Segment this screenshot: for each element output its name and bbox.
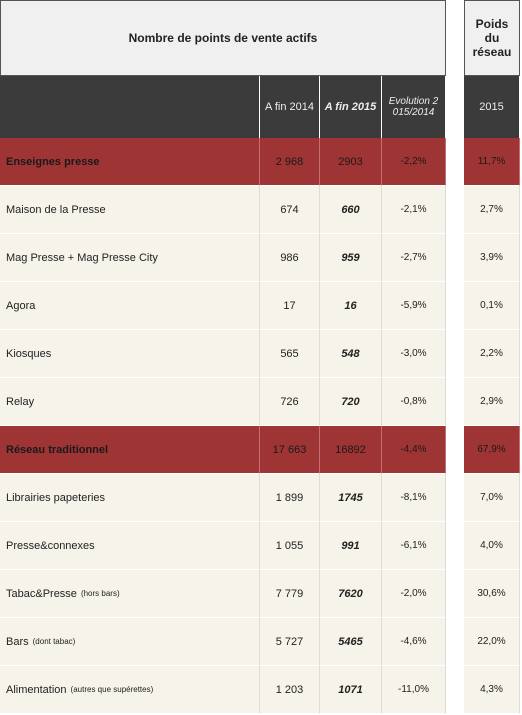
table-cell: -2,7% [382, 234, 446, 282]
row-label: Maison de la Presse [0, 186, 260, 234]
table-title: Nombre de points de vente actifs [0, 0, 446, 76]
table-cell: 17 663 [260, 426, 320, 474]
table-cell: 959 [320, 234, 382, 282]
table-cell: 674 [260, 186, 320, 234]
table-cell: -5,9% [382, 282, 446, 330]
row-label-text: Librairies papeteries [6, 491, 106, 504]
row-label: Bars (dont tabac) [0, 618, 260, 666]
row-label-text: Mag Presse + Mag Presse City [6, 251, 158, 264]
table-cell: 7,0% [464, 474, 520, 522]
table-cell: -8,1% [382, 474, 446, 522]
table-cell: -4,4% [382, 426, 446, 474]
header-band [0, 76, 260, 138]
row-label: Mag Presse + Mag Presse City [0, 234, 260, 282]
table-cell: 548 [320, 330, 382, 378]
row-label-text: Tabac&Presse [6, 587, 77, 600]
table-cell: 5465 [320, 618, 382, 666]
table-cell: 1 899 [260, 474, 320, 522]
table-cell: 5 727 [260, 618, 320, 666]
row-label-text: Agora [6, 299, 36, 312]
table-cell: 16892 [320, 426, 382, 474]
table-cell: -11,0% [382, 666, 446, 714]
column-header: A fin 2015 [320, 76, 382, 138]
table-cell: 17 [260, 282, 320, 330]
row-label: Réseau traditionnel [0, 426, 260, 474]
table-cell: 986 [260, 234, 320, 282]
row-label: Librairies papeteries [0, 474, 260, 522]
table-cell: -6,1% [382, 522, 446, 570]
row-label-text: Alimentation [6, 683, 67, 696]
table-cell: 1 203 [260, 666, 320, 714]
row-note: (hors bars) [80, 589, 120, 598]
weight-title: Poids du réseau [464, 0, 520, 76]
table-cell: 4,3% [464, 666, 520, 714]
row-note: (dont tabac) [32, 637, 76, 646]
table-cell: 2,2% [464, 330, 520, 378]
row-note: (autres que supérettes) [70, 685, 154, 694]
row-label: Presse&connexes [0, 522, 260, 570]
column-header: Evolution 2015/2014 [382, 76, 446, 138]
row-label: Kiosques [0, 330, 260, 378]
table-cell: 726 [260, 378, 320, 426]
row-label-text: Bars [6, 635, 29, 648]
table-cell: 2903 [320, 138, 382, 186]
table-cell: 7 779 [260, 570, 320, 618]
table-cell: 4,0% [464, 522, 520, 570]
row-label-text: Kiosques [6, 347, 52, 360]
row-label-text: Relay [6, 395, 35, 408]
table-cell: 30,6% [464, 570, 520, 618]
table-cell: 0,1% [464, 282, 520, 330]
row-label: Alimentation (autres que supérettes) [0, 666, 260, 714]
table-cell: -2,1% [382, 186, 446, 234]
table-cell: -3,0% [382, 330, 446, 378]
row-label-text: Presse&connexes [6, 539, 95, 552]
table-cell: 1745 [320, 474, 382, 522]
table-cell: 565 [260, 330, 320, 378]
row-label: Tabac&Presse (hors bars) [0, 570, 260, 618]
table-cell: 660 [320, 186, 382, 234]
row-label: Enseignes presse [0, 138, 260, 186]
table-cell: 22,0% [464, 618, 520, 666]
table-cell: 1071 [320, 666, 382, 714]
row-label-text: Enseignes presse [6, 155, 100, 168]
table-cell: 1 055 [260, 522, 320, 570]
table-cell: 67,9% [464, 426, 520, 474]
table-cell: -0,8% [382, 378, 446, 426]
table-cell: -2,0% [382, 570, 446, 618]
row-label: Relay [0, 378, 260, 426]
column-header: 2015 [464, 76, 520, 138]
table-cell: 720 [320, 378, 382, 426]
table-cell: 11,7% [464, 138, 520, 186]
row-label: Agora [0, 282, 260, 330]
table-cell: 2,9% [464, 378, 520, 426]
table-cell: -4,6% [382, 618, 446, 666]
table-cell: 7620 [320, 570, 382, 618]
row-label-text: Réseau traditionnel [6, 443, 109, 456]
table-cell: 2,7% [464, 186, 520, 234]
table-cell: 3,9% [464, 234, 520, 282]
table-cell: 2 968 [260, 138, 320, 186]
column-header: A fin 2014 [260, 76, 320, 138]
table-cell: 991 [320, 522, 382, 570]
table-cell: 16 [320, 282, 382, 330]
table-cell: -2,2% [382, 138, 446, 186]
row-label-text: Maison de la Presse [6, 203, 106, 216]
